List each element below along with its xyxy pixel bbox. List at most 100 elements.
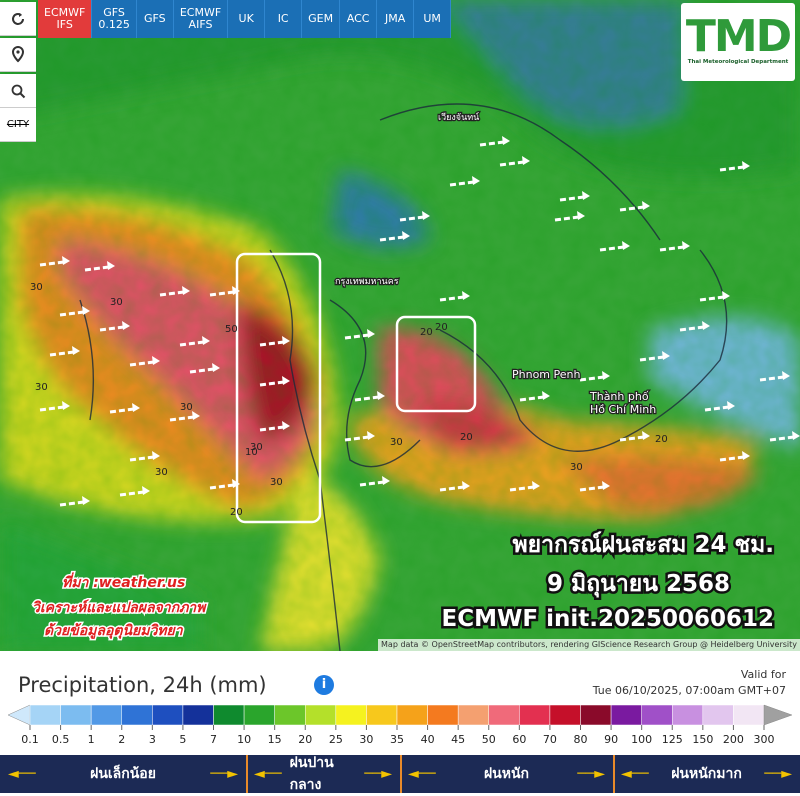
scale-label: 20 (298, 733, 312, 746)
wind-arrow (719, 161, 750, 172)
arrow-head (602, 371, 610, 380)
location-icon (11, 45, 25, 62)
contour-label: 30 (270, 477, 283, 488)
model-button[interactable]: GFS (136, 0, 174, 38)
scale-swatch (427, 704, 459, 726)
scale-swatch (335, 704, 367, 726)
arrow-shaft (679, 325, 705, 332)
coastline (79, 103, 728, 651)
wind-arrow (39, 401, 70, 412)
arrow-head (722, 291, 730, 300)
wind-arrow (189, 363, 220, 374)
arrow-shaft (769, 435, 795, 442)
arrow-head (622, 241, 630, 250)
scale-arrow (763, 704, 793, 726)
class-arrow: ◄── (254, 766, 282, 782)
scale-swatch (29, 704, 61, 726)
class-arrow: ──► (577, 766, 605, 782)
refresh-button[interactable] (0, 2, 36, 36)
scale-label: 45 (451, 733, 465, 746)
color-scale: 0.1 0.5 1 2 3 5 7 10 15 20 25 30 35 40 45 50 60 70 80 90 100… (7, 704, 793, 746)
scale-swatch (182, 704, 214, 726)
arrow-shaft (39, 405, 65, 412)
contour-label: 30 (155, 467, 168, 478)
arrow-shaft (704, 405, 730, 412)
map-texture (0, 0, 800, 651)
scale-swatch (243, 704, 275, 726)
arrow-head (602, 481, 610, 490)
zoom-button[interactable] (0, 74, 36, 108)
scale-label: 100 (631, 733, 652, 746)
wind-arrow (559, 191, 590, 202)
arrow-shaft (439, 485, 465, 492)
arrow-shaft (119, 490, 145, 497)
wind-arrow (84, 261, 115, 272)
arrow-head (642, 431, 650, 440)
location-button[interactable] (0, 38, 36, 72)
wind-arrow (719, 451, 750, 462)
info-button[interactable]: i (314, 675, 334, 695)
wind-arrow (449, 176, 480, 187)
scale-label: 5 (179, 733, 186, 746)
scale-swatch (641, 704, 673, 726)
scale-label: 200 (723, 733, 744, 746)
class-label: ฝนหนักมาก (671, 766, 742, 782)
arrow-shaft (719, 455, 745, 462)
wind-arrow (579, 371, 610, 382)
arrow-shaft (169, 415, 195, 422)
model-label: GFS (103, 6, 125, 19)
scale-label: 35 (390, 733, 404, 746)
wind-arrow (479, 136, 510, 147)
contour-label: 30 (180, 402, 193, 413)
scale-label: 10 (237, 733, 251, 746)
wind-arrow (59, 306, 90, 317)
arrow-head (82, 306, 90, 315)
arrow-shaft (49, 350, 75, 357)
wind-arrow (159, 286, 190, 297)
model-button[interactable]: IC (265, 0, 303, 38)
wind-arrow (499, 156, 530, 167)
place-label: กรุงเทพมหานคร (335, 277, 399, 287)
arrow-shaft (759, 375, 785, 382)
model-button[interactable]: ECMWF AIFS (173, 0, 229, 38)
arrow-shaft (99, 325, 125, 332)
scale-swatch (457, 704, 489, 726)
rain-class: ◄── ฝนหนักมาก ──► (621, 755, 792, 793)
arrow-shaft (259, 380, 285, 387)
model-button[interactable]: ACC (340, 0, 378, 38)
scale-swatch (305, 704, 337, 726)
arrow-shaft (719, 165, 745, 172)
wind-arrow (354, 391, 385, 402)
highlight-box (235, 252, 322, 524)
scale-swatch (580, 704, 612, 726)
model-button[interactable]: JMA (377, 0, 415, 38)
wind-arrow (619, 431, 650, 442)
model-button[interactable]: GFS 0.125 (92, 0, 137, 38)
scale-label: 40 (421, 733, 435, 746)
wind-arrow (759, 371, 790, 382)
model-button[interactable]: GEM (302, 0, 341, 38)
model-button[interactable]: UM (414, 0, 452, 38)
arrow-shaft (189, 367, 215, 374)
place-label: เวียงจันทน์ (438, 111, 479, 123)
arrow-head (502, 136, 510, 145)
arrow-shaft (39, 260, 65, 267)
scale-arrow (7, 704, 31, 726)
city-button[interactable]: CITY (0, 108, 36, 142)
model-button[interactable]: UK (228, 0, 266, 38)
scale-swatch (121, 704, 153, 726)
scale-label: 1 (88, 733, 95, 746)
scale-swatch (519, 704, 551, 726)
arrow-shaft (579, 375, 605, 382)
contour-label: 20 (230, 507, 243, 518)
model-button[interactable]: ECMWF IFS (38, 0, 93, 38)
place-label: Thành phố (589, 390, 649, 403)
arrow-shaft (519, 395, 545, 402)
wind-arrow (129, 451, 160, 462)
scale-swatch (396, 704, 428, 726)
arrow-shaft (579, 485, 605, 492)
scale-label: 150 (692, 733, 713, 746)
overlay-date: 9 มิถุนายน 2568 (545, 569, 733, 600)
wind-arrow (259, 336, 290, 347)
arrow-shaft (109, 407, 135, 414)
